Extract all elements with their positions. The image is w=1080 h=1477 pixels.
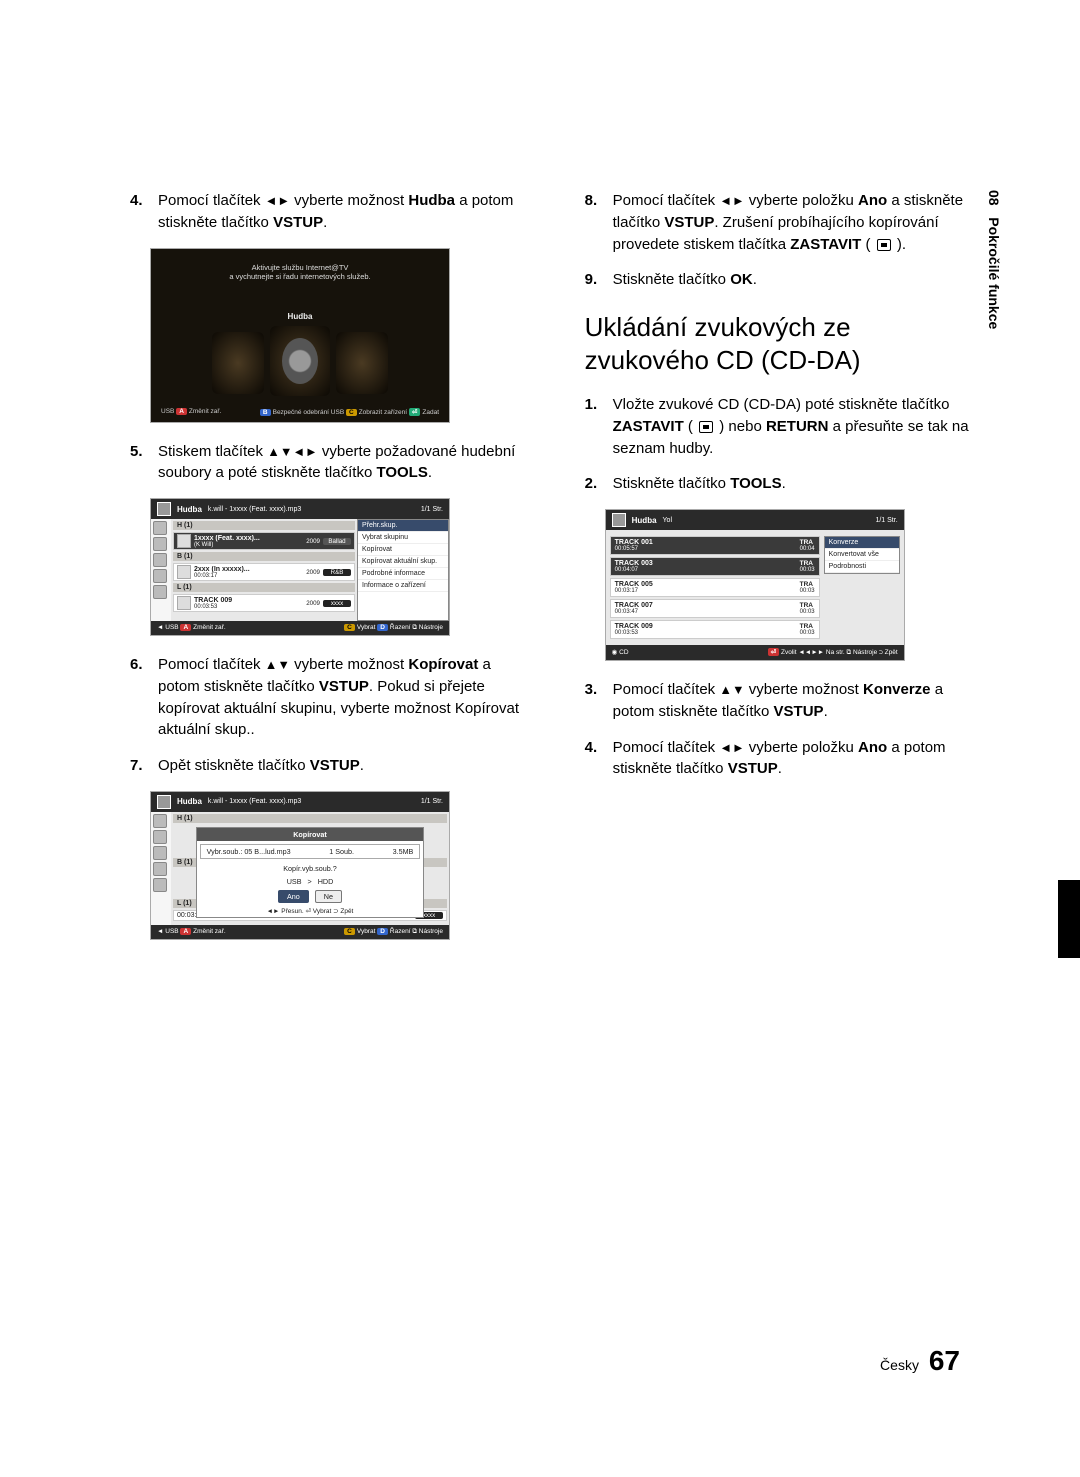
list-item: TRACK 00900:03:53 2009 xxxx [173, 594, 355, 612]
arrow-udlr-icon [267, 443, 317, 460]
list-item: TRACK 00900:03:53TRA00:03 [610, 620, 820, 639]
arrow-lr-icon [719, 739, 744, 756]
menu-item: Kopírovat [358, 544, 448, 556]
step-5: 5. Stiskem tlačítek vyberte požadované h… [130, 441, 535, 485]
music-icon [157, 502, 171, 516]
menu-item: Podrobné informace [358, 568, 448, 580]
menu-item: Vybrat skupinu [358, 532, 448, 544]
tv-footer: USB AZměnit zař. BBezpečné odebrání USB … [161, 408, 439, 416]
menu-item: Informace o zařízení [358, 580, 448, 592]
step-9: 9. Stiskněte tlačítko OK. [585, 269, 970, 291]
music-list: H (1) 1xxxx (Feat. xxxx)...(K Will) 2009… [171, 519, 357, 621]
promo-text: Aktivujte službu Internet@TV a vychutnej… [151, 263, 449, 283]
list-item: 2xxx (In xxxxx)...00:03:17 2009 R&B [173, 563, 355, 581]
yes-button: Ano [278, 890, 309, 903]
step-7: 7. Opět stiskněte tlačítko VSTUP. [130, 755, 535, 777]
chapter-label: Pokročilé funkce [986, 217, 1002, 329]
chapter-num: 08 [986, 190, 1002, 206]
side-icons [151, 519, 171, 621]
step-num: 5. [130, 441, 148, 485]
step-num: 4. [130, 190, 148, 234]
screenshot-copy-dialog: Hudba k.will - 1xxxx (Feat. xxxx).mp3 1/… [150, 791, 450, 940]
menu-slot-main: Hudba [270, 326, 330, 396]
copy-dialog: Kopírovat Vybr.soub.: 05 B...lud.mp3 1 S… [196, 827, 425, 918]
arrow-ud-icon [719, 681, 744, 698]
arrow-ud-icon [265, 656, 290, 673]
menu-slot [336, 332, 388, 394]
menu-slot [212, 332, 264, 394]
step-6: 6. Pomocí tlačítek vyberte možnost Kopír… [130, 654, 535, 741]
menu-item: Konverze [825, 537, 899, 549]
menu-item: Kopírovat aktuální skup. [358, 556, 448, 568]
arrow-lr-icon [719, 192, 744, 209]
cd-step-2: 2. Stiskněte tlačítko TOOLS. [585, 473, 970, 495]
list-item: TRACK 00100:05:57TRA00:04 [610, 536, 820, 555]
music-icon [157, 795, 171, 809]
menu-item: Přehr.skup. [358, 520, 448, 532]
step-8: 8. Pomocí tlačítek vyberte položku Ano a… [585, 190, 970, 255]
screenshot-music-tools: Hudba k.will - 1xxxx (Feat. xxxx).mp3 1/… [150, 498, 450, 636]
page-footer: Česky 67 [880, 1345, 960, 1377]
menu-item: Podrobnosti [825, 561, 899, 573]
tools-menu: Přehr.skup. Vybrat skupinu Kopírovat Kop… [357, 519, 449, 621]
section-title: Ukládání zvukových ze zvukového CD (CD-D… [585, 311, 970, 376]
step-text: Pomocí tlačítek vyberte možnost Hudba a … [158, 190, 535, 234]
thumb-tab [1058, 880, 1080, 958]
tools-menu: Konverze Konvertovat vše Podrobnosti [824, 536, 900, 574]
cd-step-3: 3. Pomocí tlačítek vyberte možnost Konve… [585, 679, 970, 723]
screenshot-cd-tools: Hudba Yol 1/1 Str. TRACK 00100:05:57TRA0… [605, 509, 905, 661]
stop-icon [877, 239, 891, 251]
menu-item: Konvertovat vše [825, 549, 899, 561]
list-item: TRACK 00500:03:17TRA00:03 [610, 578, 820, 597]
step-4: 4. Pomocí tlačítek vyberte možnost Hudba… [130, 190, 535, 234]
arrow-lr-icon [265, 192, 290, 209]
cd-step-4: 4. Pomocí tlačítek vyberte položku Ano a… [585, 737, 970, 781]
cd-step-1: 1. Vložte zvukové CD (CD-DA) poté stiskn… [585, 394, 970, 459]
music-icon [612, 513, 626, 527]
track-list: TRACK 00100:05:57TRA00:04 TRACK 00300:04… [606, 530, 824, 645]
disc-icon [282, 338, 318, 384]
step-text: Stiskem tlačítek vyberte požadované hude… [158, 441, 535, 485]
list-item: TRACK 00700:03:47TRA00:03 [610, 599, 820, 618]
list-item: TRACK 00300:04:07TRA00:03 [610, 557, 820, 576]
screenshot-tv-menu: Aktivujte službu Internet@TV a vychutnej… [150, 248, 450, 423]
stop-icon [699, 421, 713, 433]
list-item: 1xxxx (Feat. xxxx)...(K Will) 2009 Balla… [173, 532, 355, 550]
no-button: Ne [315, 890, 342, 903]
